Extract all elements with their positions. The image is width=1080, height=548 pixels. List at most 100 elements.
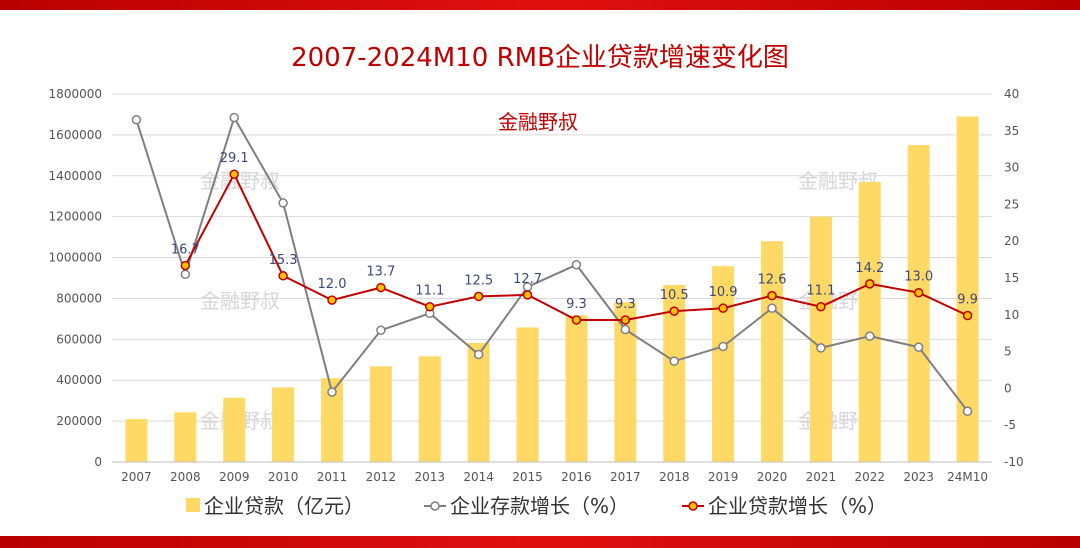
loan-growth-point <box>669 306 679 316</box>
loan-growth-data-label: 9.9 <box>957 293 978 308</box>
y-left-tick-label: 600000 <box>56 332 102 346</box>
legend-marker-loan <box>688 501 698 511</box>
bar <box>125 419 148 462</box>
loan-growth-line <box>180 169 973 325</box>
loan-growth-point <box>962 310 973 321</box>
x-tick-label: 2017 <box>610 470 641 484</box>
bar <box>907 145 930 462</box>
bar <box>272 387 295 462</box>
x-axis: 2007 2008 2009 2010 2011 2012 2013 2014 2015 2016… <box>112 461 992 484</box>
bar <box>223 397 246 462</box>
deposit-growth-point <box>327 387 337 397</box>
deposit-growth-line-path <box>135 115 969 412</box>
x-tick-label: 2013 <box>415 470 446 484</box>
bar <box>712 266 735 462</box>
bar <box>516 327 539 462</box>
x-tick-label: 2011 <box>317 470 348 484</box>
deposit-growth-point <box>131 115 142 125</box>
loan-growth-point <box>376 282 386 293</box>
deposit-growth-point <box>278 198 288 208</box>
author-brand: 金融野叔 <box>498 110 578 134</box>
y-right-tick-label: 5 <box>1004 345 1012 359</box>
bar <box>174 412 197 462</box>
loan-growth-point <box>278 271 288 281</box>
x-tick-label: 2022 <box>855 470 886 484</box>
right-axis: -10 -5 0 5 10 15 20 25 30 35 40 <box>1004 87 1024 469</box>
y-left-tick-label: 1600000 <box>49 128 102 142</box>
y-right-tick-label: 35 <box>1004 124 1019 138</box>
y-left-tick-label: 200000 <box>56 414 102 428</box>
loan-growth-point <box>473 291 484 302</box>
bar <box>663 284 686 462</box>
y-right-tick-label: 0 <box>1004 381 1012 395</box>
loan-growth-data-label: 9.3 <box>615 297 636 312</box>
top-red-band <box>0 0 1080 10</box>
deposit-growth-point <box>473 349 484 360</box>
loan-growth-data-label: 10.9 <box>709 285 738 300</box>
deposit-growth-line <box>131 112 973 416</box>
loan-growth-point <box>229 169 239 179</box>
loan-growth-data-label: 13.7 <box>366 265 395 280</box>
x-tick-label: 2009 <box>219 470 250 484</box>
loan-growth-data-label: 12.5 <box>464 273 493 288</box>
deposit-growth-point <box>376 325 386 336</box>
x-tick-label: 2021 <box>806 470 837 484</box>
x-tick-label: 2015 <box>512 470 543 484</box>
x-tick-label: 2007 <box>121 470 152 484</box>
deposit-growth-point <box>816 343 826 353</box>
bar <box>809 216 832 462</box>
loan-growth-data-label: 13.0 <box>904 270 933 285</box>
loan-growth-point <box>913 287 924 298</box>
deposit-growth-point <box>962 406 973 416</box>
loan-growth-data-label: 10.5 <box>660 288 689 303</box>
loan-growth-point <box>425 301 435 312</box>
loan-growth-point <box>816 301 826 312</box>
y-left-tick-label: 1000000 <box>49 251 102 265</box>
loan-growth-data-label: 11.1 <box>415 284 444 299</box>
loan-growth-point <box>767 290 777 301</box>
legend-marker-deposit <box>430 501 440 511</box>
deposit-growth-point <box>229 112 239 123</box>
deposit-growth-point <box>571 260 582 270</box>
loan-growth-data-label: 11.1 <box>806 284 835 299</box>
y-right-tick-label: 40 <box>1004 87 1019 101</box>
deposit-growth-point <box>718 341 728 352</box>
y-right-tick-label: 30 <box>1004 161 1019 175</box>
bar <box>614 302 637 462</box>
bar <box>467 343 490 462</box>
x-tick-label: 2018 <box>659 470 690 484</box>
legend-label-deposit-growth: 企业存款增长（%） <box>450 494 629 518</box>
bottom-red-band <box>0 536 1080 548</box>
x-tick-label: 2010 <box>268 470 299 484</box>
y-left-tick-label: 0 <box>94 455 102 469</box>
x-tick-label: 2020 <box>757 470 788 484</box>
watermark-text: 金融野叔 <box>200 289 280 313</box>
chart-title: 2007-2024M10 RMB企业贷款增速变化图 <box>291 43 789 73</box>
y-right-tick-label: 20 <box>1004 234 1019 248</box>
loan-growth-point <box>571 315 582 325</box>
y-right-tick-label: -5 <box>1004 418 1016 432</box>
x-tick-label: 2023 <box>903 470 934 484</box>
loan-growth-data-label: 12.6 <box>758 273 787 288</box>
deposit-growth-point <box>620 324 631 335</box>
x-tick-label: 2008 <box>170 470 201 484</box>
x-tick-label: 2014 <box>463 470 494 484</box>
deposit-growth-point <box>180 269 191 280</box>
y-right-tick-label: 25 <box>1004 197 1019 211</box>
y-left-tick-label: 800000 <box>56 291 102 305</box>
x-tick-label: 2019 <box>708 470 739 484</box>
bar <box>565 315 588 462</box>
y-left-tick-label: 1800000 <box>49 87 102 101</box>
deposit-growth-point <box>767 303 777 313</box>
x-tick-label: 24M10 <box>947 470 988 484</box>
legend-label-loans: 企业贷款（亿元） <box>204 494 364 518</box>
bar <box>369 366 392 462</box>
loan-growth-data-label: 12.7 <box>513 272 542 287</box>
y-left-tick-label: 400000 <box>56 373 102 387</box>
bar <box>321 378 343 462</box>
deposit-growth-point <box>865 331 875 341</box>
loan-growth-point <box>620 315 631 325</box>
loan-growth-data-label: 29.1 <box>220 151 249 166</box>
y-left-tick-label: 1200000 <box>49 210 102 224</box>
